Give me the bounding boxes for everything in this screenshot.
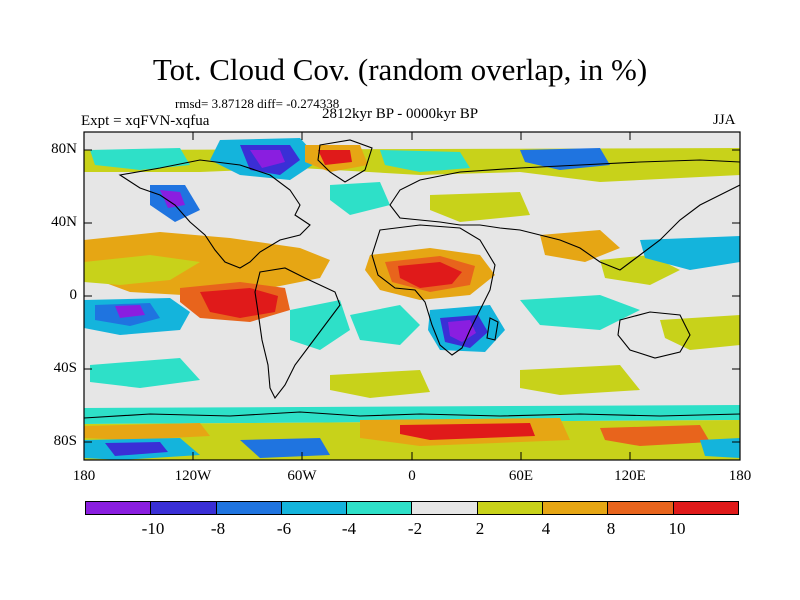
lon-label: 0	[408, 468, 416, 484]
contour-region	[330, 370, 430, 398]
contour-region	[520, 365, 640, 395]
colorbar-label: 2	[475, 519, 485, 538]
coastline-madagascar	[486, 317, 499, 341]
colorbar-box	[543, 502, 609, 514]
contour-region	[160, 190, 185, 208]
colorbar-box	[281, 502, 348, 514]
lon-label: 120W	[174, 468, 212, 484]
lat-label: 80S	[53, 433, 77, 449]
contour-region	[700, 438, 740, 458]
season-label: JJA	[713, 112, 736, 128]
lon-ticks	[83, 132, 741, 460]
contour-region	[84, 255, 200, 285]
colorbar-label: -10	[141, 519, 165, 538]
lat-label: 80N	[51, 141, 77, 157]
contour-region	[398, 262, 462, 288]
colorbar-box	[412, 502, 478, 514]
colorbar	[85, 501, 739, 515]
colorbar-box	[216, 502, 282, 514]
contour-region	[240, 438, 330, 458]
contour-region	[600, 255, 680, 285]
coastline-greenland	[317, 139, 373, 183]
coastline-africa	[371, 224, 496, 356]
contour-region	[640, 150, 730, 175]
contour-region	[90, 148, 190, 170]
colorbar-box	[608, 502, 674, 514]
contour-region	[115, 305, 145, 318]
contour-fills	[84, 138, 740, 460]
lat-label: 40S	[53, 360, 77, 376]
colorbar-label: -2	[407, 519, 423, 538]
lon-label: 60E	[508, 468, 534, 484]
contour-region	[84, 423, 210, 440]
colorbar-label: 10	[668, 519, 686, 538]
contour-region	[330, 182, 390, 215]
lon-label: 180	[72, 468, 96, 484]
contour-region	[105, 442, 168, 456]
contour-region	[90, 358, 200, 388]
contour-region	[640, 236, 740, 270]
colorbar-box	[477, 502, 544, 514]
coastline-eurasia	[389, 159, 740, 271]
lat-ticks	[84, 149, 740, 443]
period-label: 2812kyr BP - 0000kyr BP	[322, 106, 479, 122]
experiment-label: Expt = xqFVN-xqfua	[81, 113, 210, 129]
contour-region	[520, 295, 640, 330]
lat-label: 0	[69, 287, 78, 303]
coastline-australia	[617, 311, 691, 359]
coastlines	[84, 139, 740, 419]
colorbar-label: 4	[541, 519, 551, 538]
stats-text: rmsd= 3.87128 diff= -0.274338	[175, 96, 340, 111]
contour-region	[380, 150, 470, 172]
colorbar-box	[151, 502, 217, 514]
contour-region	[400, 423, 535, 440]
coastline-north-america	[118, 159, 311, 269]
contour-region	[200, 288, 278, 318]
colorbar-box	[86, 502, 152, 514]
colorbar-box	[673, 502, 738, 514]
contour-region	[660, 315, 740, 350]
coastline-south-america	[254, 267, 341, 400]
lon-label: 180	[728, 468, 752, 484]
contour-region	[600, 425, 710, 446]
colorbar-label: 8	[606, 519, 616, 538]
contour-region	[540, 230, 620, 262]
contour-region	[448, 320, 476, 342]
lon-label: 60W	[287, 468, 317, 484]
colorbar-label: -4	[341, 519, 357, 538]
colorbar-label: -6	[276, 519, 292, 538]
lon-label: 120E	[614, 468, 646, 484]
lat-label: 40N	[51, 214, 77, 230]
map-title: Tot. Cloud Cov. (random overlap, in %)	[152, 52, 648, 87]
contour-region	[350, 305, 420, 345]
coastline-antarctica	[84, 411, 740, 419]
colorbar-box	[347, 502, 413, 514]
contour-region	[250, 150, 285, 168]
colorbar-label: -8	[210, 519, 226, 538]
contour-region	[318, 150, 352, 165]
contour-region	[430, 192, 530, 222]
